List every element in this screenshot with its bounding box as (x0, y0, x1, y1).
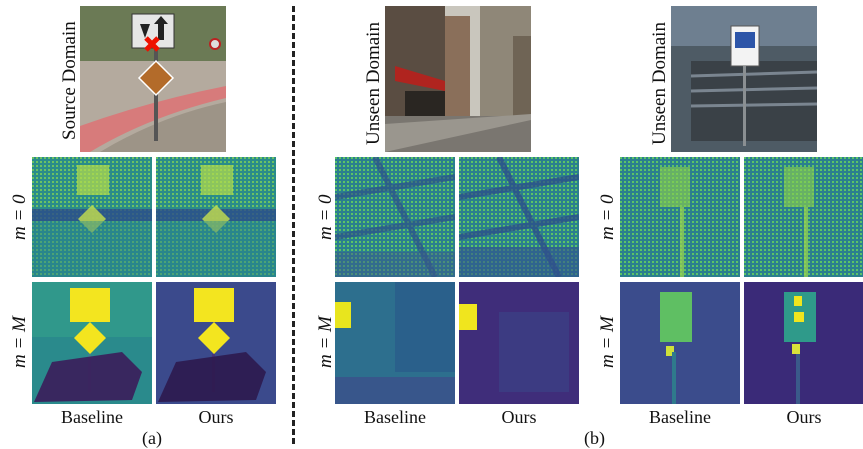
heatmap-a-m0-baseline (32, 157, 152, 277)
unseen-domain-image-2 (671, 6, 817, 152)
heatmap-b2-mM-baseline (620, 282, 740, 404)
unseen-domain-label-2: Unseen Domain (649, 22, 670, 145)
col-label-a-baseline: Baseline (61, 407, 123, 427)
col-label-b1-baseline: Baseline (364, 407, 426, 427)
row-label-m0-b2: m = 0 (597, 194, 618, 240)
heatmap-a-mM-baseline (32, 282, 152, 404)
heatmap-a-mM-ours (156, 282, 276, 404)
subfig-label-a: (a) (142, 428, 162, 448)
heatmap-b2-m0-ours (744, 157, 863, 277)
row-label-mM-b2: m = M (597, 316, 618, 368)
row-label-m0: m = 0 (9, 194, 30, 240)
unseen-domain-image-1 (385, 6, 531, 152)
row-label-m0-b1: m = 0 (315, 194, 336, 240)
row-label-mM: m = M (9, 316, 30, 368)
heatmap-b2-mM-ours (744, 282, 863, 404)
parking-sign-scene-icon (671, 6, 817, 152)
heatmap-b2-m0-baseline (620, 157, 740, 277)
row-label-mM-b1: m = M (315, 316, 336, 368)
road-stop-sign-scene-icon (80, 6, 226, 152)
subfig-label-b: (b) (584, 428, 605, 448)
unseen-domain-label-1: Unseen Domain (363, 22, 384, 145)
dashed-divider (292, 6, 295, 444)
heatmap-b1-mM-baseline (335, 282, 455, 404)
heatmap-b1-m0-ours (459, 157, 579, 277)
col-label-b1-ours: Ours (501, 407, 537, 427)
col-label-b2-ours: Ours (786, 407, 822, 427)
heatmap-a-m0-ours (156, 157, 276, 277)
heatmap-b1-mM-ours (459, 282, 579, 404)
source-domain-image (80, 6, 226, 152)
source-domain-label: Source Domain (59, 21, 80, 140)
city-street-scene-icon (385, 6, 531, 152)
heatmap-b1-m0-baseline (335, 157, 455, 277)
col-label-b2-baseline: Baseline (649, 407, 711, 427)
col-label-a-ours: Ours (198, 407, 234, 427)
